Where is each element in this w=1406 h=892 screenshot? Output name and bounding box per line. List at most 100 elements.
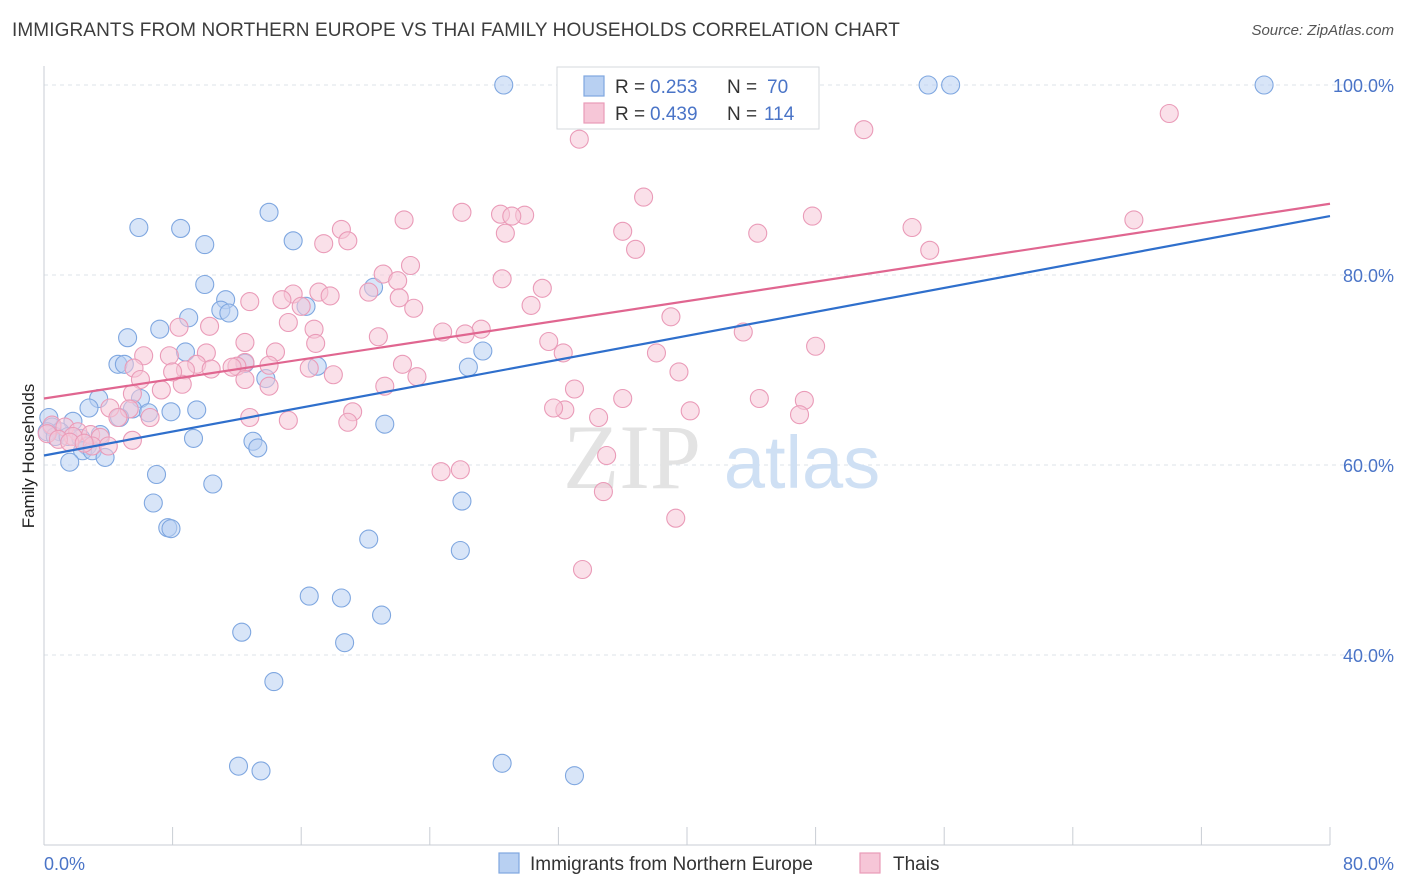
point-thais (613, 221, 633, 241)
point-thais (394, 210, 414, 230)
point-immigrants-northern-europe (228, 756, 249, 776)
tick-labels: 40.0% 60.0% 80.0% 100.0% 0.0% 80.0% (44, 76, 1394, 874)
point-thais (564, 379, 585, 399)
point-thais (1159, 103, 1179, 124)
source-credit: Source: ZipAtlas.com (1251, 22, 1394, 39)
y-tick-label: 80.0% (1343, 266, 1394, 286)
point-thais (314, 234, 334, 254)
bottom-legend-label: Thais (893, 854, 939, 875)
point-thais (169, 317, 189, 337)
point-thais (368, 327, 388, 347)
point-immigrants-northern-europe (143, 493, 163, 513)
point-immigrants-northern-europe (251, 761, 271, 781)
point-thais (748, 223, 768, 243)
point-thais (259, 376, 279, 396)
watermark-atlas: atlas (724, 421, 880, 504)
point-immigrants-northern-europe (452, 491, 472, 511)
bottom-legend-swatch-blue (498, 852, 520, 874)
point-thais (431, 462, 451, 482)
point-thais (235, 332, 255, 353)
point-thais (338, 231, 358, 251)
point-immigrants-northern-europe (359, 529, 379, 549)
point-immigrants-northern-europe (264, 672, 284, 692)
point-immigrants-northern-europe (60, 452, 80, 472)
point-thais (920, 240, 940, 260)
point-immigrants-northern-europe (79, 398, 99, 418)
point-thais (572, 559, 593, 580)
y-tick-label: 60.0% (1343, 456, 1394, 476)
point-immigrants-northern-europe (492, 753, 512, 773)
point-thais (323, 365, 343, 385)
series-thais (37, 103, 1179, 580)
point-thais (733, 322, 753, 342)
point-thais (163, 362, 183, 382)
point-thais (613, 388, 633, 409)
point-immigrants-northern-europe (564, 766, 585, 786)
point-thais (299, 358, 319, 378)
point-thais (291, 296, 311, 316)
y-tick-label: 100.0% (1333, 76, 1394, 96)
point-immigrants-northern-europe (219, 303, 239, 323)
point-immigrants-northern-europe (129, 217, 149, 238)
point-thais (495, 223, 515, 243)
point-thais (389, 288, 409, 308)
chart-title: IMMIGRANTS FROM NORTHERN EUROPE VS THAI … (12, 20, 900, 41)
legend-n-label: N = (727, 104, 757, 125)
point-immigrants-northern-europe (918, 75, 938, 95)
point-thais (306, 333, 326, 353)
point-thais (806, 336, 826, 356)
point-thais (789, 405, 810, 425)
point-thais (544, 398, 564, 418)
point-thais (597, 445, 617, 466)
point-thais (320, 286, 340, 306)
point-thais (634, 187, 654, 207)
x-tick-label: 80.0% (1343, 854, 1394, 874)
point-immigrants-northern-europe (248, 438, 268, 458)
point-immigrants-northern-europe (232, 622, 252, 642)
bottom-legend-label: Immigrants from Northern Europe (530, 854, 813, 875)
point-immigrants-northern-europe (494, 75, 514, 95)
point-thais (532, 278, 552, 298)
point-thais (359, 282, 379, 302)
point-thais (589, 407, 609, 428)
x-tick-label: 0.0% (44, 854, 85, 874)
point-thais (749, 388, 769, 409)
point-immigrants-northern-europe (458, 357, 478, 377)
point-thais (646, 343, 667, 363)
point-thais (108, 407, 128, 428)
top-legend: R = 0.253 N = 70 R = 0.439 N = 114 (556, 66, 820, 130)
point-immigrants-northern-europe (161, 402, 181, 422)
legend-n-value: 114 (764, 104, 795, 125)
point-thais (151, 380, 171, 400)
point-immigrants-northern-europe (187, 400, 207, 420)
point-thais (626, 239, 646, 259)
point-thais (666, 508, 686, 528)
point-thais (450, 460, 470, 480)
bottom-legend-swatch-pink (859, 852, 881, 874)
point-thais (502, 206, 522, 226)
point-immigrants-northern-europe (283, 231, 303, 251)
point-immigrants-northern-europe (941, 75, 961, 95)
point-immigrants-northern-europe (118, 328, 138, 348)
point-immigrants-northern-europe (161, 519, 181, 539)
point-thais (902, 217, 922, 238)
point-immigrants-northern-europe (450, 540, 470, 561)
point-thais (278, 410, 298, 430)
y-axis-title: Family Households (19, 384, 38, 529)
watermark: ZIP atlas (563, 406, 880, 508)
point-thais (235, 369, 255, 390)
legend-n-value: 70 (767, 77, 788, 98)
point-thais (272, 290, 292, 310)
point-thais (539, 331, 559, 352)
y-tick-label: 40.0% (1343, 646, 1394, 666)
point-immigrants-northern-europe (195, 235, 215, 255)
point-thais (278, 312, 298, 333)
point-thais (593, 482, 613, 502)
legend-r-label: R = (615, 77, 645, 98)
point-immigrants-northern-europe (259, 202, 279, 222)
point-thais (802, 206, 822, 226)
point-immigrants-northern-europe (372, 605, 392, 625)
point-thais (569, 129, 589, 149)
legend-r-value: 0.253 (650, 77, 698, 98)
point-thais (407, 367, 427, 387)
